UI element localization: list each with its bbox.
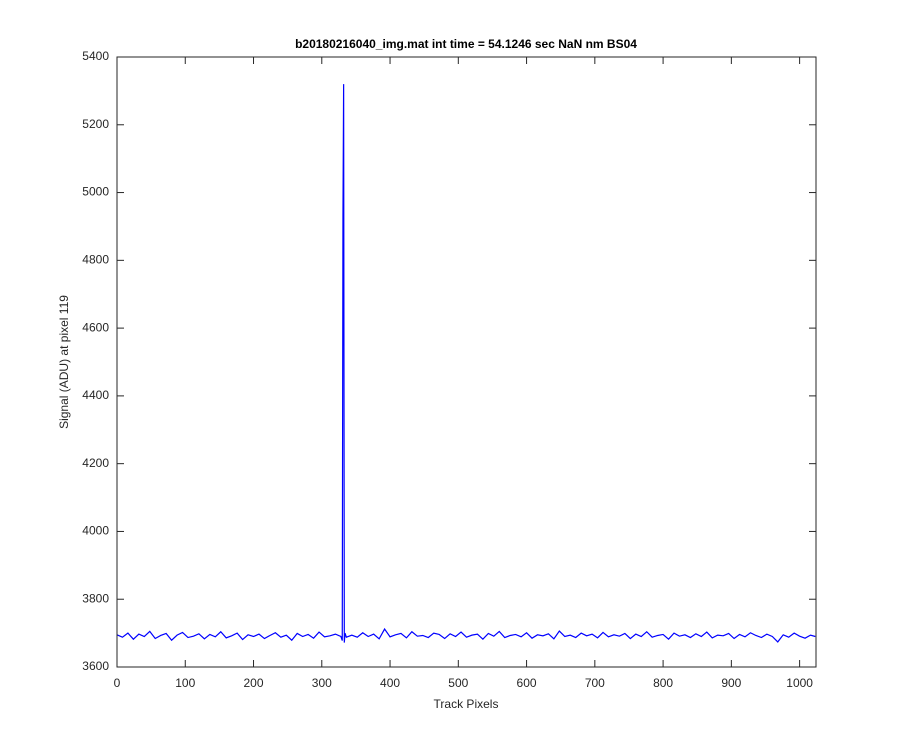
x-tick-label: 600 bbox=[517, 676, 537, 690]
x-tick-label: 500 bbox=[448, 676, 468, 690]
x-tick-label: 700 bbox=[585, 676, 605, 690]
y-tick-label: 4400 bbox=[82, 388, 109, 402]
x-tick-label: 0 bbox=[114, 676, 121, 690]
y-tick-label: 3800 bbox=[82, 591, 109, 605]
x-tick-label: 900 bbox=[721, 676, 741, 690]
y-tick-label: 4600 bbox=[82, 320, 109, 334]
y-axis-label: Signal (ADU) at pixel 119 bbox=[57, 295, 71, 429]
x-tick-label: 100 bbox=[175, 676, 195, 690]
x-tick-label: 200 bbox=[244, 676, 264, 690]
x-tick-label: 800 bbox=[653, 676, 673, 690]
y-tick-label: 5200 bbox=[82, 117, 109, 131]
y-tick-label: 3600 bbox=[82, 659, 109, 673]
chart-title: b20180216040_img.mat int time = 54.1246 … bbox=[295, 37, 637, 51]
x-axis-label: Track Pixels bbox=[434, 697, 499, 711]
y-tick-label: 4200 bbox=[82, 456, 109, 470]
y-tick-label: 5000 bbox=[82, 185, 109, 199]
y-tick-label: 5400 bbox=[82, 49, 109, 63]
y-tick-label: 4800 bbox=[82, 253, 109, 267]
x-tick-label: 400 bbox=[380, 676, 400, 690]
x-tick-label: 300 bbox=[312, 676, 332, 690]
axes-box bbox=[116, 56, 817, 668]
x-tick-label: 1000 bbox=[786, 676, 813, 690]
data-line bbox=[116, 84, 816, 643]
y-tick-label: 4000 bbox=[82, 524, 109, 538]
